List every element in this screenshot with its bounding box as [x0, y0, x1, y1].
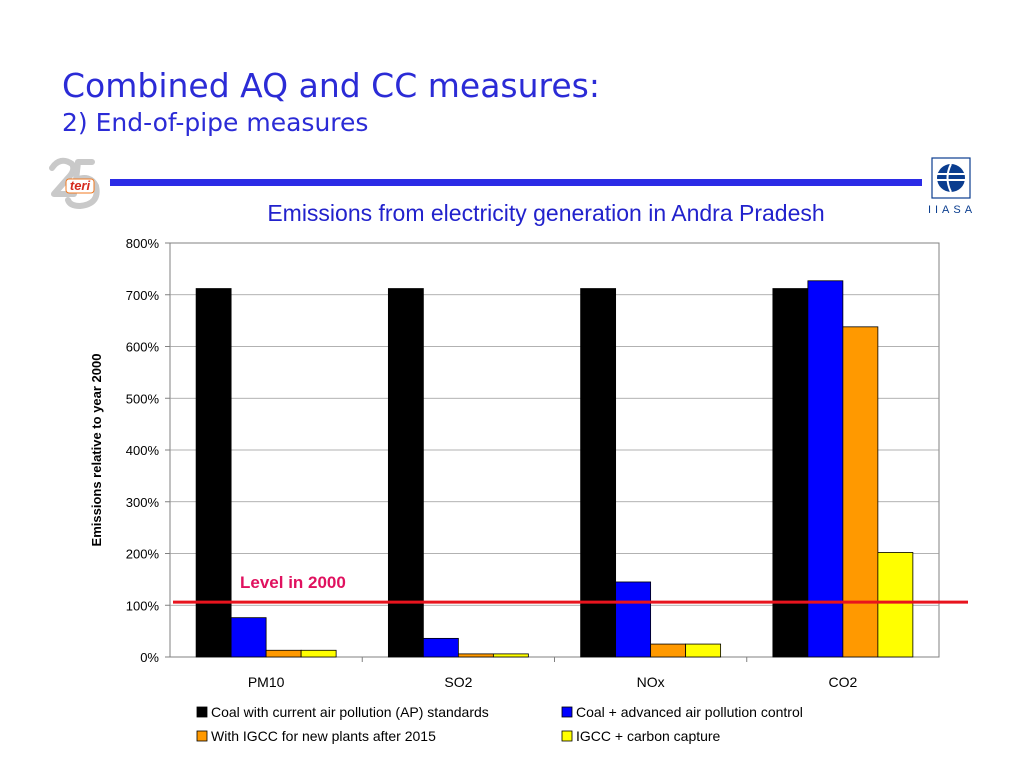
legend-swatch	[561, 706, 573, 718]
x-tick-label: PM10	[248, 674, 285, 690]
x-tick-label: CO2	[828, 674, 857, 690]
bar-co2-series-3	[842, 326, 879, 658]
bar-so2-series-1	[387, 288, 424, 658]
level-2000-label: Level in 2000	[240, 573, 346, 592]
chart-title: Emissions from electricity generation in…	[267, 200, 824, 226]
bar-pm10-series-4	[300, 649, 337, 658]
y-tick-label: 800%	[126, 236, 160, 251]
bar-so2-series-4	[492, 653, 529, 658]
slide-title: Combined AQ and CC measures:	[62, 66, 600, 105]
iiasa-logo-text: IIASA	[928, 204, 976, 216]
slide-subtitle: 2) End-of-pipe measures	[62, 108, 369, 137]
bar-nox-series-2	[615, 581, 652, 658]
legend-label: With IGCC for new plants after 2015	[211, 728, 436, 744]
legend-swatch	[196, 706, 208, 718]
y-tick-label: 0%	[140, 650, 159, 665]
bar-pm10-series-2	[230, 617, 267, 658]
bar-co2-series-2	[807, 280, 844, 658]
y-axis: 0% 100% 200% 300% 400% 500% 600% 700% 800%	[126, 236, 170, 665]
x-tick-label: SO2	[444, 674, 472, 690]
y-tick-label: 400%	[126, 443, 160, 458]
legend-swatch	[196, 730, 208, 742]
bar-so2-series-3	[457, 653, 494, 658]
y-tick-label: 500%	[126, 391, 160, 406]
bar-co2-series-4	[877, 552, 914, 658]
teri-25-logo: teri	[49, 157, 100, 209]
x-axis: PM10 SO2 NOx CO2	[248, 657, 857, 690]
legend-label: Coal + advanced air pollution control	[576, 704, 803, 720]
bar-pm10-series-1	[195, 288, 232, 658]
x-tick-label: NOx	[637, 674, 665, 690]
header-rule	[110, 179, 922, 186]
y-tick-label: 200%	[126, 547, 160, 562]
bar-nox-series-4	[685, 643, 722, 658]
y-tick-label: 700%	[126, 288, 160, 303]
y-tick-label: 600%	[126, 340, 160, 355]
y-tick-label: 300%	[126, 495, 160, 510]
bar-nox-series-1	[580, 288, 617, 658]
legend-label: IGCC + carbon capture	[576, 728, 721, 744]
bar-nox-series-3	[650, 643, 687, 658]
iiasa-logo: IIASA	[928, 157, 976, 216]
bar-so2-series-2	[422, 637, 459, 658]
bar-pm10-series-3	[265, 649, 302, 658]
teri-logo-text: teri	[70, 178, 91, 193]
legend-label: Coal with current air pollution (AP) sta…	[211, 704, 489, 720]
y-tick-label: 100%	[126, 598, 160, 613]
legend-swatch	[561, 730, 573, 742]
legend: Coal with current air pollution (AP) sta…	[196, 704, 803, 744]
y-axis-title: Emissions relative to year 2000	[89, 354, 104, 547]
bar-co2-series-1	[772, 288, 809, 658]
